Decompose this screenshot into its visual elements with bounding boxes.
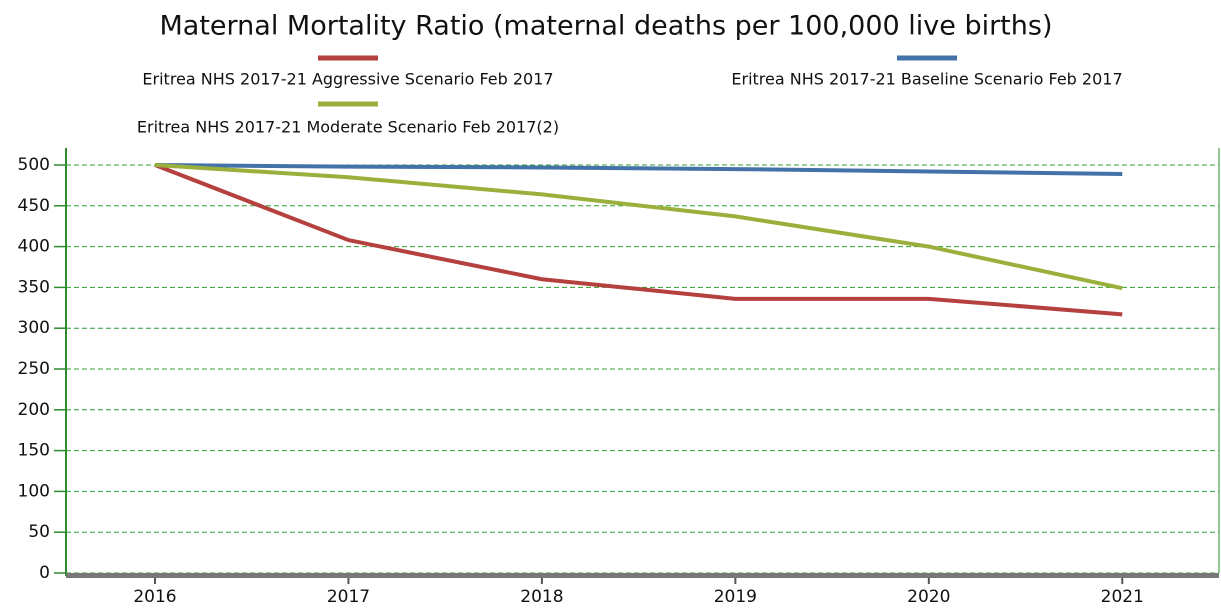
x-tick-label: 2021: [1101, 587, 1144, 607]
y-tick-label: 50: [28, 522, 50, 542]
chart-title: Maternal Mortality Ratio (maternal death…: [160, 11, 1053, 42]
x-tick-label: 2016: [133, 587, 176, 607]
x-tick-label: 2020: [907, 587, 950, 607]
legend-label: Eritrea NHS 2017-21 Aggressive Scenario …: [142, 70, 553, 89]
y-tick-label: 200: [18, 400, 50, 420]
series-line: [154, 163, 1123, 317]
y-tick-label: 250: [18, 359, 50, 379]
series-line: [154, 163, 1123, 291]
y-tick-label: 350: [18, 277, 50, 297]
y-tick-label: 300: [18, 318, 50, 338]
y-tick-label: 450: [18, 196, 50, 216]
x-tick-label: 2019: [714, 587, 757, 607]
y-tick-label: 400: [18, 237, 50, 257]
y-tick-label: 150: [18, 441, 50, 461]
x-tick-label: 2018: [520, 587, 563, 607]
y-tick-label: 0: [39, 563, 50, 583]
x-axis: [66, 573, 1219, 578]
y-tick-label: 500: [18, 155, 50, 175]
y-tick-label: 100: [18, 481, 50, 501]
series-line: [154, 163, 1123, 176]
x-tick-label: 2017: [327, 587, 370, 607]
legend-label: Eritrea NHS 2017-21 Baseline Scenario Fe…: [731, 70, 1122, 89]
legend-label: Eritrea NHS 2017-21 Moderate Scenario Fe…: [137, 118, 559, 137]
